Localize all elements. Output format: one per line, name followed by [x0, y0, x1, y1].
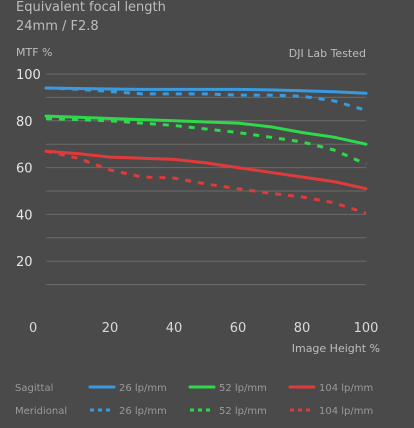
legend-label-s104: 104 lp/mm	[319, 383, 373, 394]
series-line-m104	[45, 149, 367, 215]
legend-label-m104: 104 lp/mm	[319, 406, 373, 417]
series-line-s26	[44, 86, 368, 95]
x-tick-label: 80	[294, 321, 311, 336]
series-lines	[44, 86, 368, 215]
series-line-s52	[44, 114, 368, 146]
legend-label-m26: 26 lp/mm	[119, 406, 167, 417]
series-line-m52	[45, 117, 367, 166]
series-line-m26	[45, 86, 367, 112]
y-tick-label: 100	[16, 68, 41, 83]
legend-row-meridional: Meridional	[15, 406, 67, 417]
legend-label-s52: 52 lp/mm	[219, 383, 267, 394]
series-line-s104	[44, 149, 368, 191]
legend-label-m52: 52 lp/mm	[219, 406, 267, 417]
grid-lines	[46, 73, 366, 286]
x-axis-label: Image Height %	[292, 342, 380, 355]
chart-annotation: DJI Lab Tested	[289, 47, 366, 60]
y-tick-label: 40	[16, 208, 33, 223]
x-tick-labels: 0 20 40 60 80 100	[29, 321, 378, 336]
legend-row-sagittal: Sagittal	[15, 383, 53, 394]
legend-label-s26: 26 lp/mm	[119, 383, 167, 394]
y-tick-label: 20	[16, 255, 33, 270]
x-tick-label: 20	[102, 321, 119, 336]
y-tick-label: 80	[16, 115, 33, 130]
legend: Sagittal Meridional 26 lp/mm 52 lp/mm 104 …	[15, 383, 373, 417]
y-tick-label: 60	[16, 162, 33, 177]
x-tick-label: 60	[230, 321, 247, 336]
x-tick-label: 100	[354, 321, 379, 336]
x-tick-label: 0	[29, 321, 37, 336]
chart-subtitle: 24mm / F2.8	[16, 19, 99, 34]
chart-title: Equivalent focal length	[16, 0, 166, 15]
y-axis-label: MTF %	[16, 46, 53, 59]
x-tick-label: 40	[166, 321, 183, 336]
y-tick-labels: 20 40 60 80 100	[16, 68, 41, 270]
